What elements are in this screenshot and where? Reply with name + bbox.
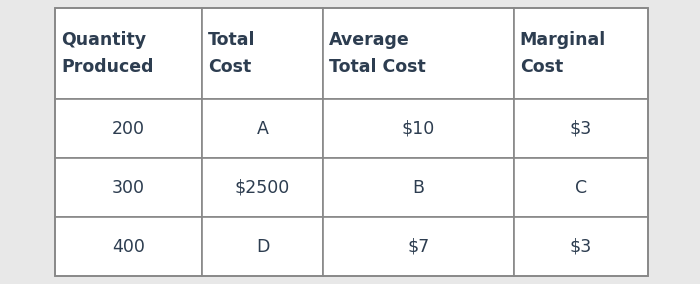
Text: Cost: Cost (208, 58, 251, 76)
Bar (55, 8, 648, 276)
Text: B: B (412, 179, 425, 197)
Text: D: D (256, 237, 270, 256)
Bar (323, 158, 514, 217)
Bar (514, 99, 648, 158)
Text: Produced: Produced (61, 58, 153, 76)
Bar (55, 158, 202, 217)
Bar (323, 99, 514, 158)
Bar (55, 99, 202, 158)
Text: Total Cost: Total Cost (330, 58, 426, 76)
Bar (202, 158, 323, 217)
Text: $10: $10 (402, 120, 435, 138)
Text: $7: $7 (407, 237, 430, 256)
Bar (202, 99, 323, 158)
Text: 400: 400 (112, 237, 145, 256)
Bar (514, 8, 648, 99)
Text: Marginal: Marginal (520, 31, 606, 49)
Bar (55, 8, 202, 99)
Text: Cost: Cost (520, 58, 563, 76)
Bar (202, 8, 323, 99)
Text: 200: 200 (112, 120, 145, 138)
Text: 300: 300 (112, 179, 145, 197)
Bar (514, 217, 648, 276)
Text: $3: $3 (570, 120, 592, 138)
Text: A: A (257, 120, 269, 138)
Text: C: C (575, 179, 587, 197)
Text: $3: $3 (570, 237, 592, 256)
Text: Quantity: Quantity (61, 31, 146, 49)
Bar (323, 8, 514, 99)
Bar (323, 217, 514, 276)
Text: $2500: $2500 (235, 179, 290, 197)
Bar (514, 158, 648, 217)
Bar (202, 217, 323, 276)
Text: Average: Average (330, 31, 410, 49)
Bar (55, 217, 202, 276)
Text: Total: Total (208, 31, 255, 49)
